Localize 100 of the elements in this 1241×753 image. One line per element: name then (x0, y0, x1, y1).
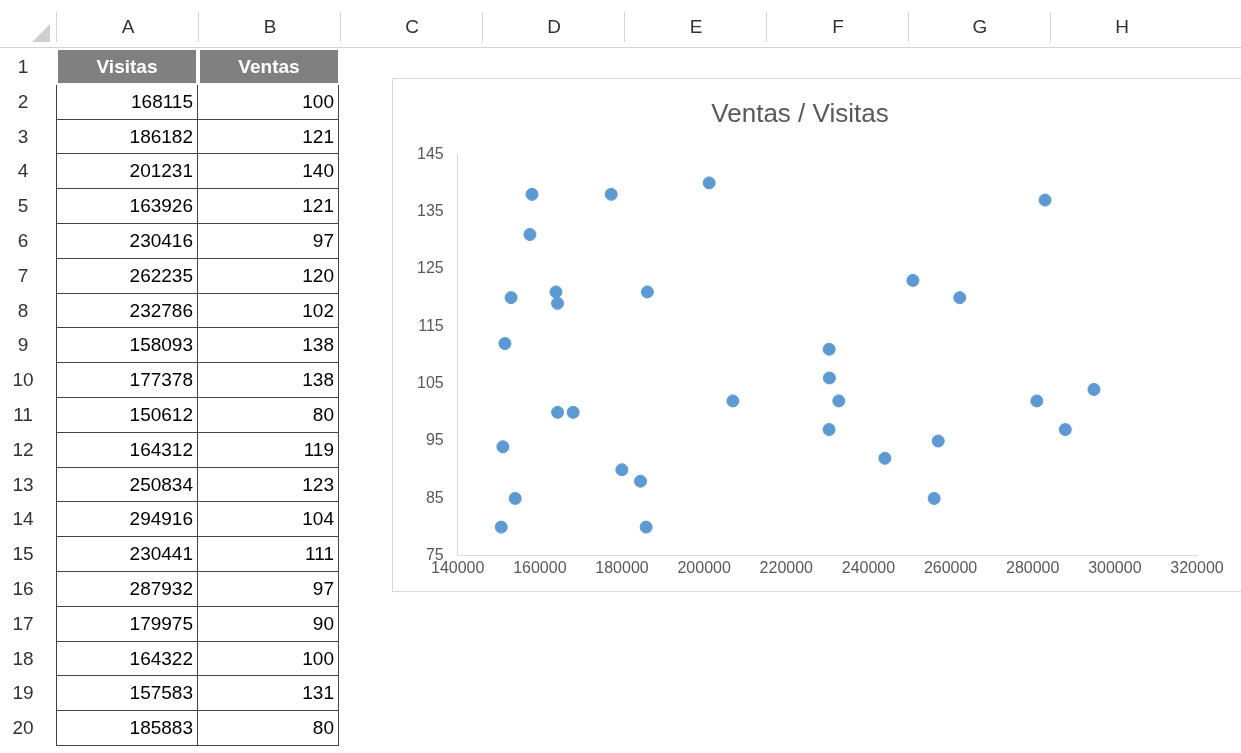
data-label: 138 (198, 328, 339, 364)
data-label: 168115 (56, 84, 198, 120)
data-label: 179975 (56, 606, 198, 642)
x-tick-label: 180000 (595, 558, 649, 576)
y-tick-label: 95 (425, 431, 444, 449)
point (494, 520, 508, 534)
point (498, 337, 512, 351)
y-tick-label: 15 (12, 543, 34, 565)
point (525, 187, 539, 201)
data-label: 80 (198, 398, 339, 433)
point (639, 520, 653, 534)
data-label: 287932 (56, 572, 198, 607)
y-tick-label: 3 (17, 125, 29, 147)
y-tick-label: 18 (12, 647, 34, 669)
y-tick-label: 14 (12, 508, 34, 530)
data-label: 138 (198, 363, 339, 398)
point (1038, 193, 1052, 207)
point (832, 394, 846, 408)
text: B (198, 12, 341, 42)
data-label: 164322 (56, 641, 198, 677)
point (633, 474, 647, 488)
data-label: 163926 (56, 189, 198, 224)
y-tick-label: 11 (13, 404, 33, 425)
text: D (482, 12, 625, 42)
point (822, 423, 836, 437)
point (640, 285, 654, 299)
text: C (340, 12, 483, 42)
data-label: 97 (198, 224, 339, 259)
point (549, 285, 563, 299)
data-label: 230441 (56, 537, 198, 572)
data-label: 121 (198, 119, 339, 155)
data-label: 100 (198, 641, 339, 677)
point (931, 434, 945, 448)
y-tick-label: 135 (416, 201, 444, 219)
point (615, 463, 629, 477)
point (523, 228, 537, 242)
point (1058, 423, 1072, 437)
y-tick-label: 20 (12, 717, 34, 739)
x-tick-label: 200000 (677, 558, 731, 576)
y-tick-label: 6 (17, 230, 29, 251)
data-label: 185883 (56, 711, 198, 746)
data-label: 100 (198, 84, 339, 120)
x-tick-label: 320000 (1170, 558, 1224, 576)
chart-title: Ventas / Visitas (711, 97, 889, 128)
data-label: 150612 (56, 398, 198, 433)
point (566, 405, 580, 419)
data-label: 186182 (56, 119, 198, 155)
y-tick-label: 13 (12, 473, 34, 495)
y-tick-label: 145 (416, 144, 444, 162)
data-label: 120 (198, 258, 339, 294)
y-tick-label: 115 (418, 316, 444, 334)
data-label: 250834 (56, 467, 198, 503)
data-label: 90 (198, 606, 339, 642)
y-tick-label: 4 (17, 160, 29, 182)
x-tick-label: 220000 (759, 558, 814, 576)
data-label: 121 (198, 189, 339, 224)
point (1030, 394, 1044, 408)
data-label: 80 (198, 711, 339, 746)
point (906, 273, 920, 287)
point (1087, 382, 1101, 396)
point (927, 491, 941, 505)
point (551, 296, 565, 310)
data-label: 201231 (56, 154, 198, 190)
data-label: 232786 (56, 293, 198, 329)
y-tick-label: 16 (12, 578, 34, 599)
point (822, 371, 836, 385)
y-tick-label: 12 (12, 438, 34, 460)
y-tick-label: 8 (17, 299, 29, 321)
x-tick-label: Ventas (200, 50, 338, 83)
x-tick-label: 300000 (1088, 558, 1142, 576)
x-tick-label: 280000 (1006, 558, 1060, 576)
x-tick-label: Visitas (58, 50, 196, 83)
data-label: 164312 (56, 432, 198, 468)
point (878, 451, 892, 465)
text: A (56, 12, 199, 42)
text: H (1050, 12, 1193, 42)
data-label: 230416 (56, 224, 198, 259)
text: G (908, 12, 1051, 42)
data-label: 104 (198, 502, 339, 538)
y-tick-label: 10 (12, 369, 34, 391)
data-label: 140 (198, 154, 339, 190)
text: E (624, 12, 767, 42)
point (604, 187, 618, 201)
y-tick-label: 9 (17, 334, 29, 356)
x-tick-label: 160000 (513, 558, 567, 576)
point (953, 291, 967, 305)
point (508, 491, 522, 505)
y-tick-label: 85 (425, 488, 444, 506)
data-label: 262235 (56, 258, 198, 294)
y-tick-label: 105 (416, 374, 444, 392)
data-label: 111 (198, 537, 339, 572)
y-tick-label: 125 (416, 259, 444, 277)
data-label: 157583 (56, 676, 198, 712)
y-tick-label: 7 (17, 264, 29, 286)
text: F (766, 12, 909, 42)
y-tick-label: 1 (17, 56, 29, 77)
data-label: 97 (198, 572, 339, 607)
point (496, 440, 510, 454)
point (726, 394, 740, 408)
x-tick-label: 260000 (923, 558, 978, 576)
